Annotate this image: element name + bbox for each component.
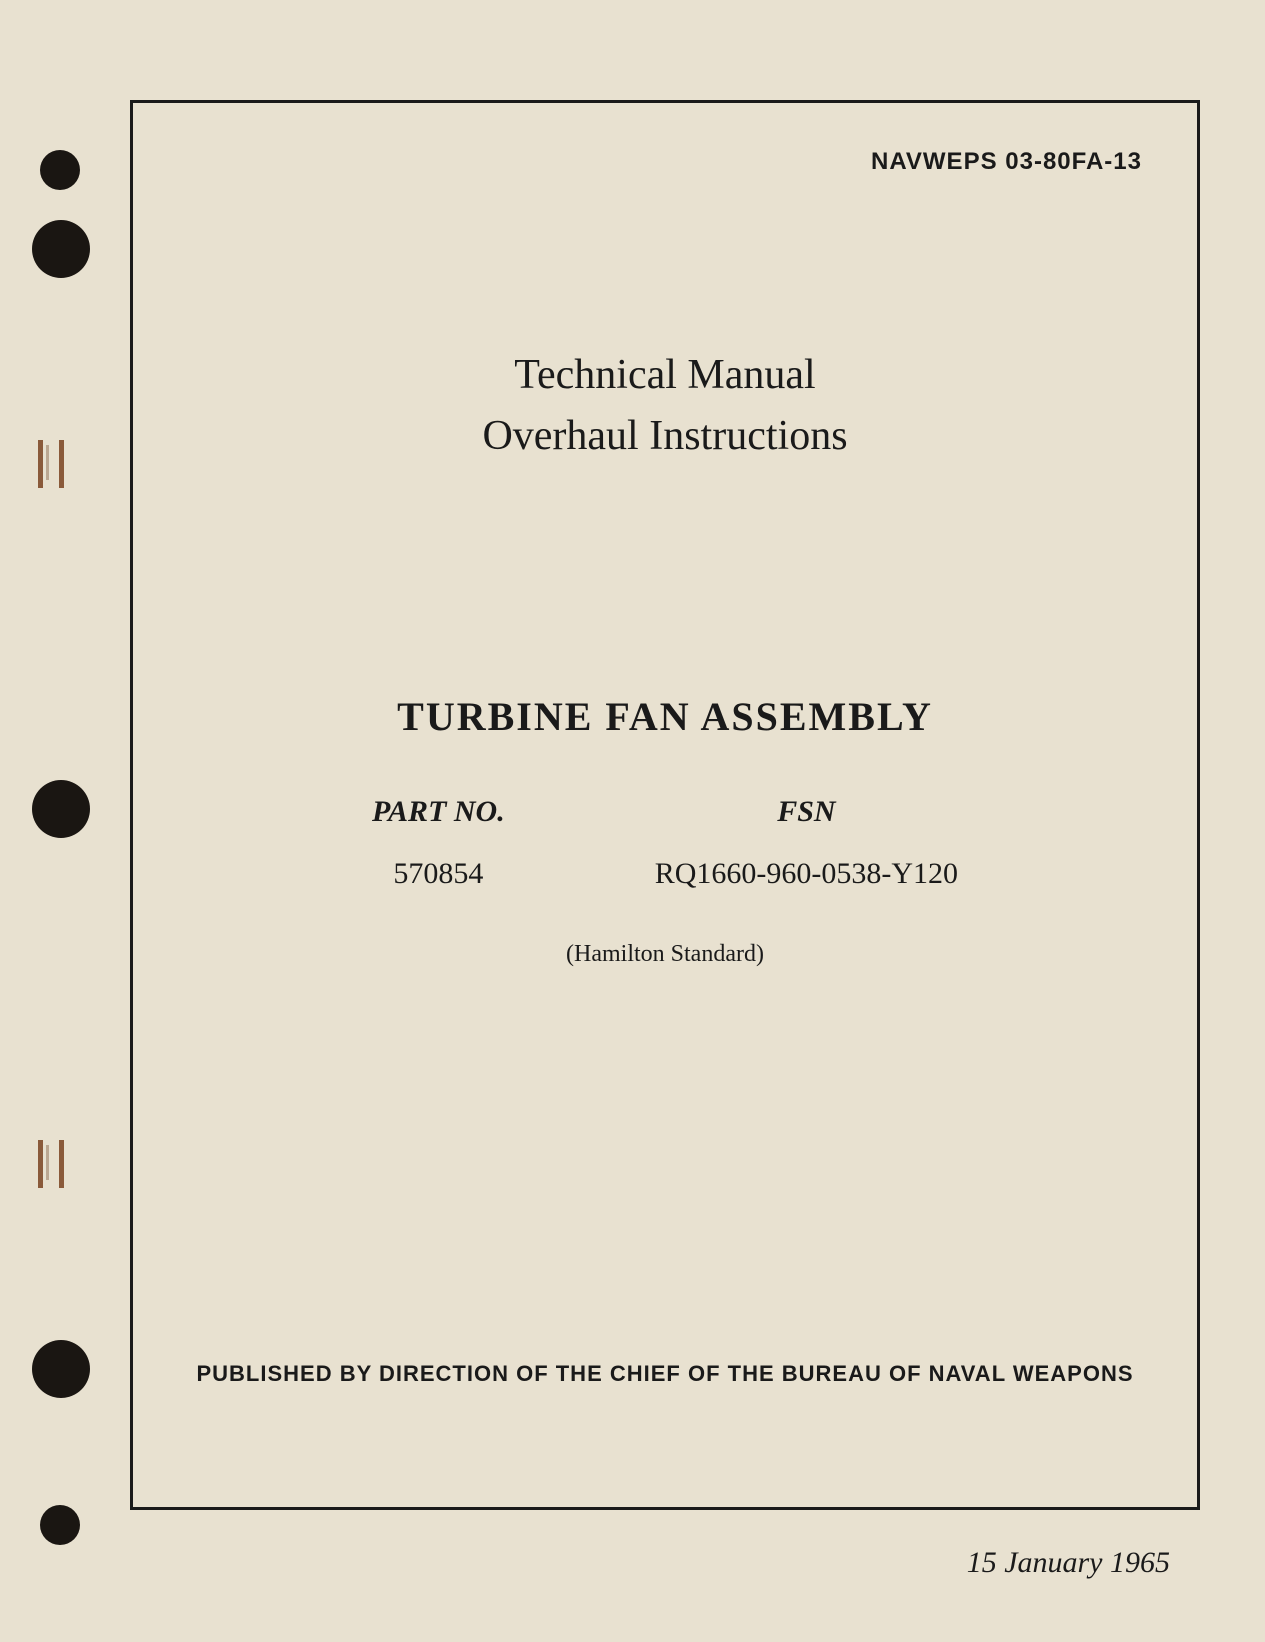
content-frame: NAVWEPS 03-80FA-13 Technical Manual Over… (130, 100, 1200, 1510)
fsn-column: FSN RQ1660-960-0538-Y120 (655, 795, 958, 891)
part-no-value: 570854 (372, 857, 505, 891)
part-info-row: PART NO. 570854 FSN RQ1660-960-0538-Y120 (193, 795, 1137, 891)
manufacturer-name: (Hamilton Standard) (193, 941, 1137, 968)
subject-title: TURBINE FAN ASSEMBLY (193, 693, 1137, 740)
document-page: NAVWEPS 03-80FA-13 Technical Manual Over… (0, 0, 1265, 1642)
punch-hole (32, 1340, 90, 1398)
document-id: NAVWEPS 03-80FA-13 (871, 148, 1142, 176)
fsn-value: RQ1660-960-0538-Y120 (655, 857, 958, 891)
punch-hole (32, 220, 90, 278)
publication-date: 15 January 1965 (967, 1546, 1170, 1580)
punch-hole (40, 1505, 80, 1545)
publisher-statement: PUBLISHED BY DIRECTION OF THE CHIEF OF T… (133, 1361, 1197, 1387)
title-line-2: Overhaul Instructions (193, 409, 1137, 464)
staple-mark (38, 1140, 64, 1195)
punch-hole (32, 780, 90, 838)
fsn-label: FSN (655, 795, 958, 829)
staple-mark (38, 440, 64, 495)
part-no-label: PART NO. (372, 795, 505, 829)
title-block: Technical Manual Overhaul Instructions (193, 348, 1137, 463)
title-line-1: Technical Manual (193, 348, 1137, 403)
part-number-column: PART NO. 570854 (372, 795, 505, 891)
punch-hole (40, 150, 80, 190)
